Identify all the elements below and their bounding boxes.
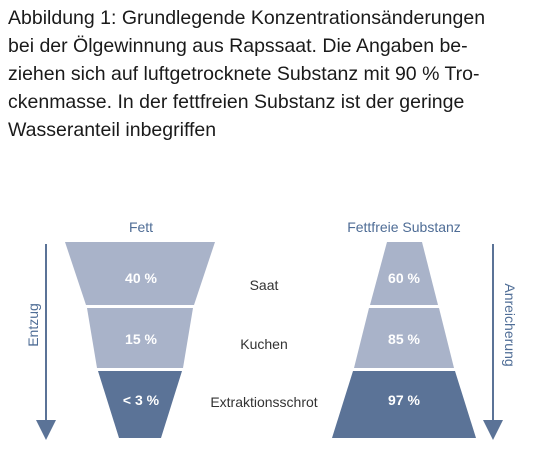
stage-label-schrot: Extraktionsschrot (210, 394, 317, 410)
fett-segment-schrot (98, 371, 182, 438)
stage-label-kuchen: Kuchen (240, 336, 287, 352)
fett-value-kuchen: 15 % (125, 331, 157, 347)
caption-line-5: Wasseranteil inbegriffen (8, 119, 217, 141)
fett-funnel: 40 % 15 % < 3 % (65, 242, 215, 438)
caption-line-1: Abbildung 1: Grundlegende Konzentrations… (8, 7, 486, 29)
stage-label-saat: Saat (250, 277, 279, 293)
fett-segment-kuchen (87, 308, 193, 368)
fettfrei-value-saat: 60 % (388, 270, 420, 286)
fettfrei-segment-saat (370, 242, 438, 305)
fettfrei-segment-schrot (332, 371, 476, 438)
caption-line-3: ziehen sich auf luftgetrocknete Substanz… (8, 63, 480, 85)
left-column-title: Fett (129, 219, 153, 235)
caption-line-4: ckenmasse. In der fettfreien Substanz is… (8, 91, 465, 113)
fett-segment-saat (65, 242, 215, 305)
fettfrei-segment-kuchen (354, 308, 454, 368)
right-column-title: Fettfreie Substanz (347, 219, 461, 235)
fettfrei-pyramid: 60 % 85 % 97 % (332, 242, 476, 438)
entzug-label: Entzug (25, 303, 41, 347)
figure-caption: Abbildung 1: Grundlegende Konzentrations… (8, 4, 544, 144)
fett-value-schrot: < 3 % (123, 392, 160, 408)
fettfrei-value-schrot: 97 % (388, 392, 420, 408)
anreicherung-label: Anreicherung (502, 283, 518, 366)
fett-value-saat: 40 % (125, 270, 157, 286)
caption-line-2: bei der Ölgewinnung aus Rapssaat. Die An… (8, 35, 468, 57)
fettfrei-value-kuchen: 85 % (388, 331, 420, 347)
